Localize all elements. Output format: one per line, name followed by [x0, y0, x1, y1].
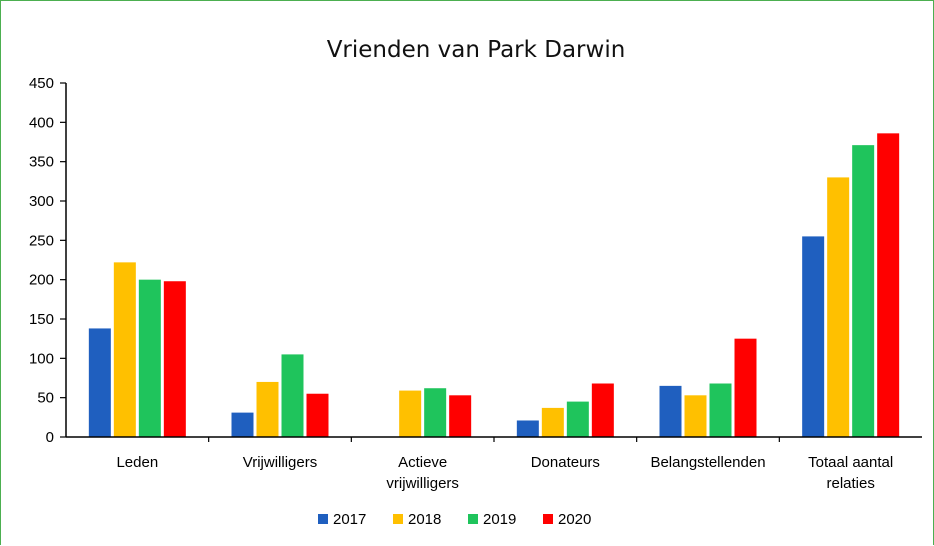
y-tick-label: 350	[29, 154, 54, 171]
legend-label-2018: 2018	[408, 511, 441, 528]
bar-2019-0	[138, 279, 161, 437]
chart-title: Vrienden van Park Darwin	[327, 37, 626, 63]
category-label: Donateurs	[531, 454, 600, 471]
legend-swatch-2019	[468, 514, 478, 524]
y-tick-label: 150	[29, 311, 54, 328]
y-tick-label: 0	[46, 429, 54, 446]
y-tick-label: 400	[29, 114, 54, 131]
bars	[88, 133, 900, 437]
bar-2020-4	[734, 338, 757, 437]
bar-2019-5	[852, 145, 875, 437]
category-label: Totaal aantal	[808, 454, 893, 471]
y-tick-label: 200	[29, 272, 54, 289]
category-label: Leden	[116, 454, 158, 471]
legend-swatch-2017	[318, 514, 328, 524]
bar-2019-1	[281, 354, 304, 437]
bar-2020-5	[877, 133, 900, 437]
category-label: Vrijwilligers	[243, 454, 317, 471]
y-axis: 0 50 100 150 200 250 300 350 400 450	[29, 75, 67, 446]
bar-2017-3	[516, 420, 539, 437]
legend-label-2020: 2020	[558, 511, 591, 528]
category-label: Actieve	[398, 454, 447, 471]
bar-2019-4	[709, 383, 732, 437]
x-axis: Leden Vrijwilligers Actieve vrijwilligers Do…	[66, 436, 922, 492]
y-tick-label: 300	[29, 193, 54, 210]
bar-2020-3	[591, 383, 614, 437]
bar-2018-0	[113, 262, 136, 437]
category-label: vrijwilligers	[386, 475, 459, 492]
bar-2017-4	[659, 385, 682, 437]
bar-2017-1	[231, 412, 254, 437]
bar-2020-1	[306, 393, 329, 437]
bar-2020-0	[163, 281, 186, 437]
bar-2018-2	[399, 390, 422, 437]
category-label: Belangstellenden	[650, 454, 765, 471]
y-tick-label: 250	[29, 232, 54, 249]
legend-label-2019: 2019	[483, 511, 516, 528]
y-tick-label: 50	[37, 390, 54, 407]
legend-label-2017: 2017	[333, 511, 366, 528]
bar-2019-3	[566, 401, 589, 437]
bar-2020-2	[449, 395, 472, 437]
y-tick-label: 450	[29, 75, 54, 92]
legend-swatch-2020	[543, 514, 553, 524]
bar-2017-5	[802, 236, 825, 437]
legend-swatch-2018	[393, 514, 403, 524]
bar-2018-4	[684, 395, 707, 437]
legend: 2017 2018 2019 2020	[318, 511, 591, 528]
bar-2018-5	[827, 177, 850, 437]
bar-2018-3	[541, 407, 564, 437]
category-label: relaties	[826, 475, 874, 492]
y-tick-label: 100	[29, 350, 54, 367]
bar-2018-1	[256, 381, 279, 437]
bar-2019-2	[424, 388, 447, 437]
bar-2017-0	[88, 328, 111, 437]
